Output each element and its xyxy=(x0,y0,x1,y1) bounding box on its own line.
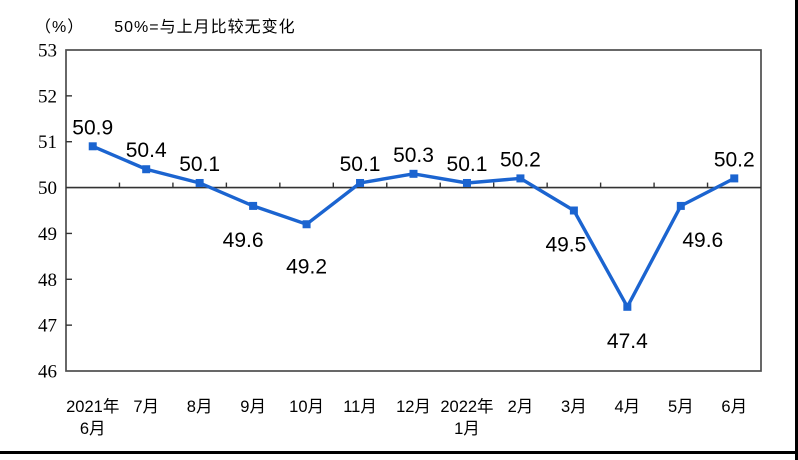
data-point-marker xyxy=(730,174,739,183)
data-label: 49.2 xyxy=(286,255,327,278)
baseline-note-label: 50%=与上月比较无变化 xyxy=(114,19,296,36)
plot-area-border xyxy=(65,49,762,372)
data-label: 50.9 xyxy=(72,116,113,139)
x-axis-label: 7月 xyxy=(133,398,159,416)
x-axis-label: 2022年 1月 xyxy=(440,397,493,438)
window-border-bottom xyxy=(0,451,798,454)
data-label: 50.1 xyxy=(179,153,220,176)
x-axis-label: 10月 xyxy=(289,398,324,416)
y-axis-tick-label: 50 xyxy=(38,178,57,199)
x-axis-label: 4月 xyxy=(615,398,641,416)
data-point-marker xyxy=(623,302,632,311)
data-point-marker xyxy=(462,178,471,187)
data-point-marker xyxy=(142,165,151,174)
data-point-marker xyxy=(88,142,97,151)
y-axis-tick-label: 49 xyxy=(38,224,57,245)
y-axis-tick-label: 46 xyxy=(38,362,57,383)
data-point-marker xyxy=(676,201,685,210)
data-label: 49.6 xyxy=(223,229,264,252)
y-axis-tick-label: 51 xyxy=(38,132,57,153)
data-label: 50.4 xyxy=(126,139,167,162)
data-point-marker xyxy=(249,201,258,210)
y-axis-tick-label: 52 xyxy=(38,86,57,107)
x-axis-label: 12月 xyxy=(396,398,431,416)
chart-title: （%） 50%=与上月比较无变化 xyxy=(35,13,296,37)
data-point-marker xyxy=(356,178,365,187)
data-label: 50.2 xyxy=(714,148,755,171)
data-point-marker xyxy=(569,206,578,215)
data-label: 50.1 xyxy=(340,153,381,176)
x-axis-label: 6月 xyxy=(721,398,747,416)
data-label: 49.6 xyxy=(682,229,723,252)
data-label: 50.1 xyxy=(447,153,488,176)
data-point-marker xyxy=(409,169,418,178)
x-axis-label: 9月 xyxy=(240,398,266,416)
y-axis-tick-label: 47 xyxy=(38,316,57,337)
data-label: 50.3 xyxy=(393,144,434,167)
x-axis-label: 3月 xyxy=(561,398,587,416)
window-border-right xyxy=(795,0,798,460)
y-axis-tick-label: 48 xyxy=(38,270,57,291)
data-label: 49.5 xyxy=(545,234,586,257)
data-point-marker xyxy=(516,174,525,183)
data-label: 50.2 xyxy=(500,148,541,171)
x-axis-label: 8月 xyxy=(187,398,213,416)
x-axis-label: 2月 xyxy=(508,398,534,416)
x-axis-label: 2021年 6月 xyxy=(66,397,119,438)
y-axis-tick-label: 53 xyxy=(38,41,57,62)
y-axis-unit-label: （%） xyxy=(35,19,85,36)
data-label: 47.4 xyxy=(607,330,648,353)
data-point-marker xyxy=(302,220,311,229)
x-axis-label: 5月 xyxy=(668,398,694,416)
data-point-marker xyxy=(195,178,204,187)
x-axis-label: 11月 xyxy=(343,398,377,416)
